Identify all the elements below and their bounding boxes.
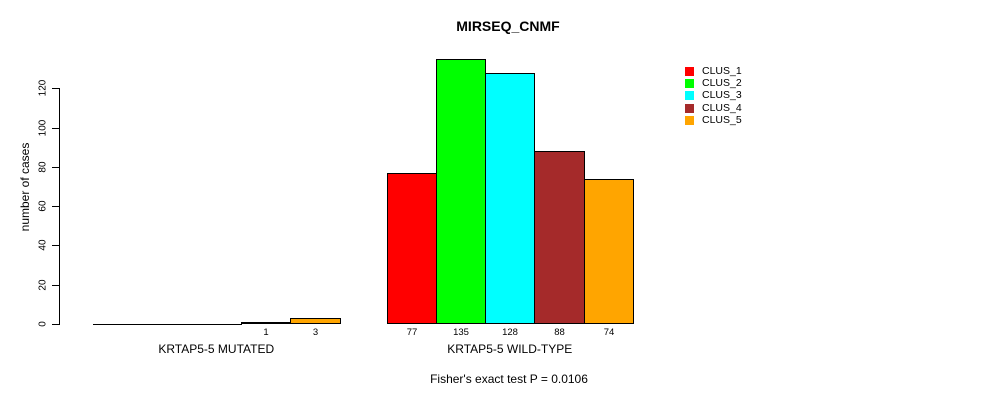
legend-color-swatch (685, 91, 694, 101)
group-label: KRTAP5-5 WILD-TYPE (447, 342, 573, 356)
y-tick-label: 80 (37, 161, 49, 173)
y-tick (52, 206, 60, 207)
y-tick (52, 285, 60, 286)
bar-CLUS_5 (290, 318, 341, 324)
bar-value-label: 128 (502, 327, 518, 338)
legend-color-swatch (685, 78, 694, 88)
y-tick (52, 324, 60, 325)
legend-color-swatch (685, 66, 694, 76)
bar-CLUS_2 (436, 59, 486, 324)
y-tick-label: 0 (37, 321, 49, 327)
bar-value-label: 74 (603, 327, 615, 338)
legend-item: CLUS_1 (685, 65, 742, 77)
bar-CLUS_3-zero (192, 324, 242, 325)
bar-value-label: 1 (263, 327, 269, 338)
legend: CLUS_1 CLUS_2 CLUS_3 CLUS_4 CLUS_5 (685, 65, 742, 126)
y-tick (52, 245, 60, 246)
bar-CLUS_2-zero (142, 324, 193, 325)
y-tick (52, 88, 60, 89)
legend-item-label: CLUS_3 (702, 89, 742, 102)
y-tick (52, 128, 60, 129)
y-tick-label: 120 (37, 79, 49, 97)
y-tick-label: 60 (37, 200, 49, 212)
y-tick-label: 100 (37, 119, 49, 137)
legend-item: CLUS_2 (685, 77, 742, 89)
bar-CLUS_3 (485, 73, 535, 324)
legend-item: CLUS_5 (685, 114, 742, 126)
bar-CLUS_1 (387, 173, 437, 324)
legend-item-label: CLUS_1 (702, 64, 742, 77)
legend-item: CLUS_3 (685, 90, 742, 102)
y-tick-label: 20 (37, 279, 49, 291)
legend-color-swatch (685, 103, 694, 113)
bar-value-label: 77 (406, 327, 418, 338)
bar-CLUS_1-zero (93, 324, 143, 325)
y-tick-label: 40 (37, 239, 49, 251)
footer-annotation: Fisher's exact test P = 0.0106 (430, 372, 588, 386)
group-label: KRTAP5-5 MUTATED (158, 342, 275, 356)
legend-item: CLUS_4 (685, 102, 742, 114)
bar-CLUS_4 (241, 322, 291, 324)
y-tick (52, 167, 60, 168)
legend-color-swatch (685, 115, 694, 125)
bar-value-label: 3 (312, 327, 319, 338)
legend-item-label: CLUS_2 (702, 77, 742, 90)
chart-title: MIRSEQ_CNMF (456, 18, 560, 34)
legend-item-label: CLUS_5 (702, 114, 742, 127)
bar-value-label: 88 (554, 327, 565, 338)
bar-value-label: 135 (453, 327, 469, 338)
legend-item-label: CLUS_4 (702, 101, 742, 114)
bar-CLUS_5 (584, 179, 634, 324)
bar-CLUS_4 (534, 151, 585, 324)
